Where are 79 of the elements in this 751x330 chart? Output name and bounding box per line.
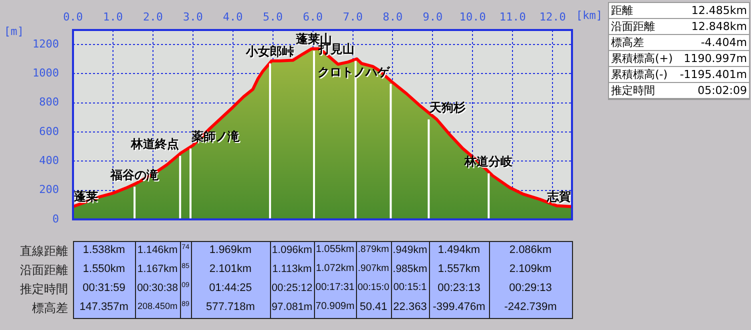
y-tick-label: 400 xyxy=(39,154,59,167)
text: 1.113km xyxy=(271,263,313,275)
y-tick-label: 800 xyxy=(39,96,59,109)
text: 12.485km xyxy=(691,3,747,18)
text: 00:31:59 xyxy=(82,282,126,294)
text: 208.450m xyxy=(136,301,179,311)
x-tick-label: 5.0 xyxy=(262,10,283,24)
y-tick-label: 1000 xyxy=(32,66,59,80)
text: 1190.997m xyxy=(684,51,747,66)
y-tick-label: 600 xyxy=(39,124,59,138)
text: 00:23:13 xyxy=(436,282,482,294)
annotation: 天狗杉 xyxy=(430,102,468,116)
annotation: 林道終点 xyxy=(131,138,180,152)
text: .879km xyxy=(356,244,390,255)
text: -1195.401m xyxy=(680,67,747,82)
text: 00:15:1 xyxy=(392,282,428,293)
text: 05:02:09 xyxy=(698,83,747,98)
text: 00:15:0 xyxy=(356,282,390,293)
text: 1.167km xyxy=(136,263,179,275)
text: .907km xyxy=(356,263,390,274)
text: 00:17:31 xyxy=(314,282,356,293)
text: 00:30:38 xyxy=(136,282,179,294)
text: 推定時間 xyxy=(19,281,68,298)
text: .949km xyxy=(392,244,428,256)
text: 1.055km xyxy=(314,244,356,255)
x-tick-label: 0.0 xyxy=(63,10,83,24)
text: 50.41 xyxy=(358,301,388,313)
x-tick-label: 10.0 xyxy=(459,10,486,24)
x-tick-label: 4.0 xyxy=(222,10,243,24)
y-tick-label: 200 xyxy=(39,183,59,196)
x-tick-label: 7.0 xyxy=(342,10,363,24)
text: 1.557km xyxy=(436,263,482,275)
text: 標高差 xyxy=(611,35,644,50)
text: 577.718m xyxy=(205,301,256,313)
text: 1.538km xyxy=(82,244,126,256)
text: 2.086km xyxy=(508,244,553,256)
y-axis-title: [m] xyxy=(4,24,24,38)
text: -4.404m xyxy=(700,35,747,50)
text: -242.739m xyxy=(503,301,558,313)
text: 22.363 xyxy=(392,301,428,313)
text: 標高差 xyxy=(31,300,68,317)
text: 累積標高(+) xyxy=(611,51,673,66)
text: 70.909m xyxy=(314,301,356,312)
text: 1.146km xyxy=(136,244,179,256)
x-axis-title: [km] xyxy=(576,8,602,22)
text: 推定時間 xyxy=(611,83,655,98)
text: 距離 xyxy=(611,3,633,18)
text: 00:25:12 xyxy=(270,282,314,294)
text: 累積標高(-) xyxy=(611,67,668,82)
text: 00:29:13 xyxy=(508,282,553,294)
text: 147.357m xyxy=(78,301,130,313)
text: 2.109km xyxy=(508,263,553,275)
x-tick-label: 2.0 xyxy=(143,10,163,24)
x-tick-label: 1.0 xyxy=(103,10,123,24)
text: 01:44:25 xyxy=(208,282,253,294)
text: .985km xyxy=(392,263,428,275)
text: 1.550km xyxy=(82,263,126,275)
x-tick-label: 11.0 xyxy=(499,10,526,24)
text: 2.101km xyxy=(208,263,253,275)
text: 1.494km xyxy=(436,244,482,256)
x-tick-label: 8.0 xyxy=(382,10,403,24)
x-tick-label: 9.0 xyxy=(422,10,443,24)
y-tick-label: 1200 xyxy=(32,37,59,50)
text: 1.072km xyxy=(314,263,356,274)
text: 直線距離 xyxy=(19,243,68,260)
text: 1.969km xyxy=(208,244,253,256)
text: 12.848km xyxy=(691,19,747,34)
x-tick-label: 3.0 xyxy=(182,10,203,24)
text: 1.096km xyxy=(270,244,314,256)
annotation: 小女郎峠 xyxy=(246,45,296,60)
text: -399.476m xyxy=(432,301,486,313)
text: 沿面距離 xyxy=(19,262,68,279)
annotation: 福谷の滝 xyxy=(110,168,161,183)
text: 沿面距離 xyxy=(611,19,655,34)
y-tick-label: 0 xyxy=(52,212,59,226)
x-tick-label: 6.0 xyxy=(302,10,323,24)
x-tick-label: 12.0 xyxy=(539,10,566,24)
annotation: 志賀 xyxy=(547,190,572,205)
text: 97.081m xyxy=(270,301,314,313)
